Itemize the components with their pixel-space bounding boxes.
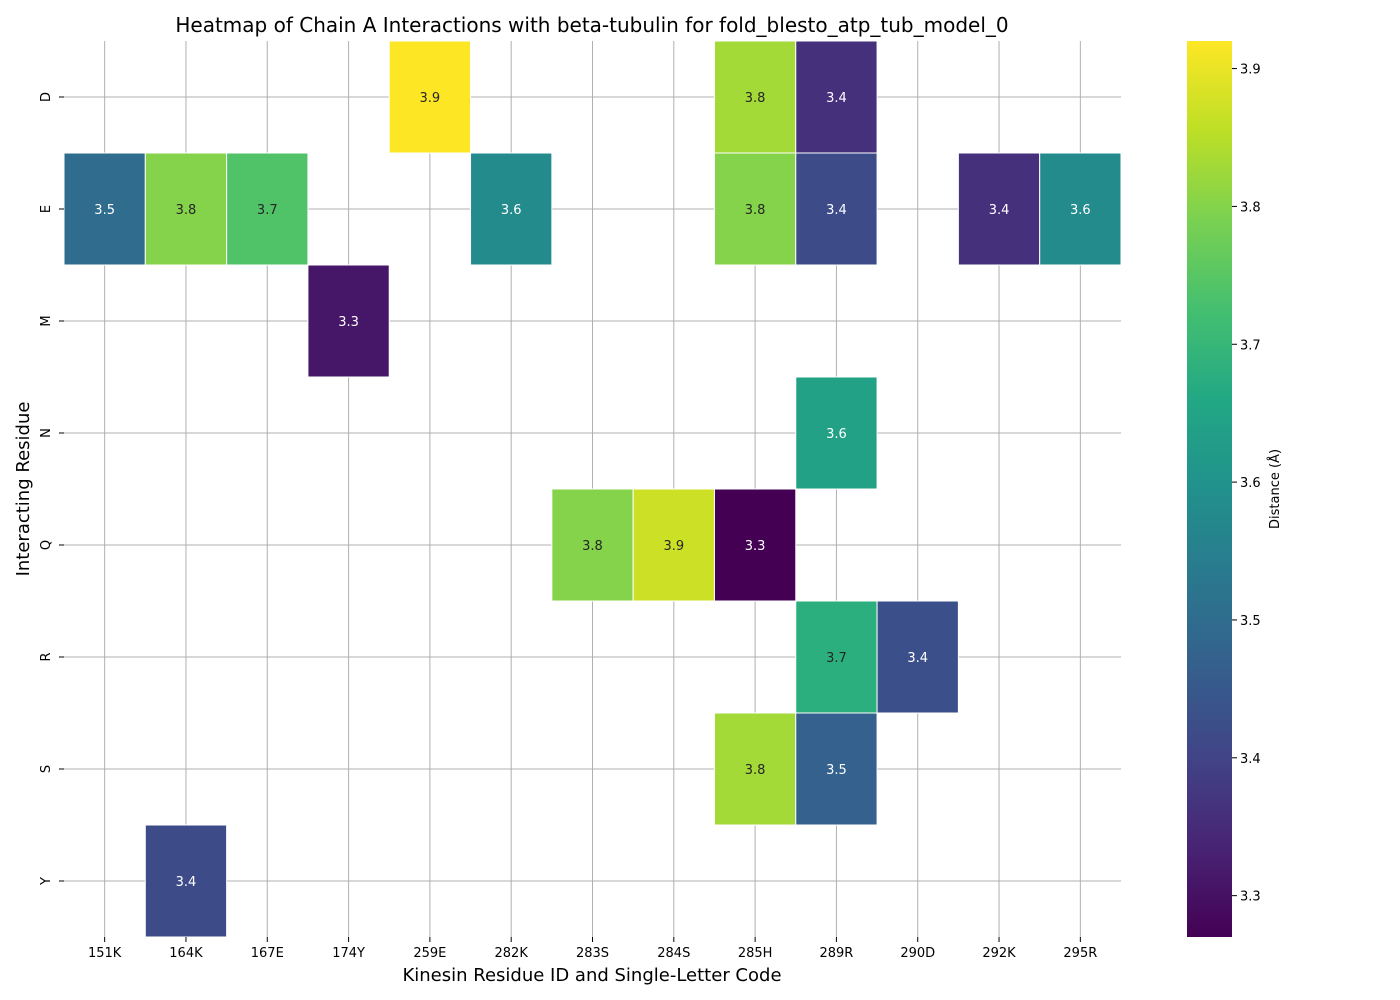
cell-value-label: 3.3 — [338, 315, 359, 330]
y-tick-label: E — [39, 205, 54, 213]
heatmap-cell — [551, 488, 634, 602]
x-tick-label: 295R — [1063, 946, 1097, 961]
cell-value-label: 3.4 — [826, 91, 847, 106]
x-axis-label: Kinesin Residue ID and Single-Letter Cod… — [402, 965, 781, 986]
cell-value-label: 3.5 — [826, 763, 847, 778]
cell-value-label: 3.8 — [176, 203, 197, 218]
colorbar — [1187, 41, 1232, 937]
cell-value-label: 3.8 — [582, 539, 603, 554]
colorbar-tick-label: 3.8 — [1240, 200, 1261, 215]
x-tick-label: 289R — [819, 946, 853, 961]
cell-value-label: 3.6 — [826, 427, 847, 442]
heatmap-cell — [307, 264, 390, 378]
heatmap-cell — [1039, 152, 1122, 266]
heatmap-cell — [795, 712, 878, 826]
cell-value-label: 3.4 — [907, 651, 928, 666]
heatmap-cell — [795, 40, 878, 154]
heatmap-cell — [876, 600, 959, 714]
colorbar-tick-label: 3.6 — [1240, 476, 1261, 491]
y-tick-label: S — [39, 765, 54, 773]
x-tick-label: 292K — [982, 946, 1016, 961]
heatmap-cell — [470, 152, 553, 266]
y-axis-label: Interacting Residue — [13, 402, 34, 577]
heatmap-cell — [713, 152, 797, 266]
y-axis-ticks: D E M N Q R S Y — [39, 92, 64, 886]
colorbar-tick-label: 3.3 — [1240, 890, 1261, 905]
colorbar-tick-label: 3.7 — [1240, 338, 1261, 353]
y-tick-label: D — [39, 92, 54, 102]
x-tick-label: 167E — [251, 946, 284, 961]
cell-value-label: 3.5 — [94, 203, 115, 218]
y-tick-label: M — [39, 315, 54, 326]
cell-value-label: 3.6 — [1070, 203, 1091, 218]
cell-value-label: 3.8 — [745, 91, 766, 106]
cell-value-label: 3.3 — [745, 539, 766, 554]
x-tick-label: 174Y — [332, 946, 365, 961]
heatmap-cell — [795, 376, 878, 490]
colorbar-tick-label: 3.5 — [1240, 614, 1261, 629]
colorbar-tick-label: 3.4 — [1240, 752, 1261, 767]
y-tick-label: Q — [39, 540, 54, 550]
x-tick-label: 164K — [169, 946, 203, 961]
cell-value-label: 3.7 — [826, 651, 847, 666]
colorbar-label: Distance (Å) — [1267, 449, 1283, 529]
x-tick-label: 290D — [900, 946, 935, 961]
heatmap-cell — [144, 824, 228, 938]
heatmap-cell — [226, 152, 309, 266]
cell-value-label: 3.4 — [176, 875, 197, 890]
y-tick-label: R — [39, 652, 54, 661]
y-tick-label: N — [39, 428, 54, 438]
cell-value-label: 3.4 — [989, 203, 1010, 218]
cell-value-label: 3.8 — [745, 763, 766, 778]
cell-value-label: 3.9 — [663, 539, 684, 554]
heatmap-cell — [388, 40, 472, 154]
colorbar-tick-label: 3.9 — [1240, 63, 1261, 78]
heatmap-cell — [795, 600, 878, 714]
x-tick-label: 282K — [495, 946, 529, 961]
heatmap-cell — [144, 152, 228, 266]
heatmap-cell — [957, 152, 1041, 266]
cell-value-label: 3.4 — [826, 203, 847, 218]
cell-value-label: 3.6 — [501, 203, 522, 218]
chart-title: Heatmap of Chain A Interactions with bet… — [175, 13, 1008, 37]
colorbar-ticks: 3.3 3.4 3.5 3.6 3.7 3.8 3.9 — [1232, 63, 1261, 905]
x-tick-label: 285H — [738, 946, 773, 961]
x-tick-label: 284S — [657, 946, 690, 961]
x-tick-label: 151K — [88, 946, 122, 961]
y-tick-label: Y — [39, 877, 54, 886]
heatmap-cell — [632, 488, 715, 602]
cell-value-label: 3.8 — [745, 203, 766, 218]
x-tick-label: 283S — [576, 946, 609, 961]
heatmap-cell — [795, 152, 878, 266]
x-axis-ticks: 151K 164K 167E 174Y 259E 282K 283S 284S 285H 289R… — [88, 937, 1097, 961]
x-tick-label: 259E — [413, 946, 446, 961]
heatmap-cells: 3.9 3.8 3.4 3.5 3.8 3.7 3.6 3.8 3.4 3.4 3.6 3.3 3.6 3… — [63, 40, 1122, 938]
cell-value-label: 3.9 — [420, 91, 441, 106]
cell-value-label: 3.7 — [257, 203, 278, 218]
heatmap-cell — [63, 152, 146, 266]
heatmap-cell — [713, 488, 797, 602]
